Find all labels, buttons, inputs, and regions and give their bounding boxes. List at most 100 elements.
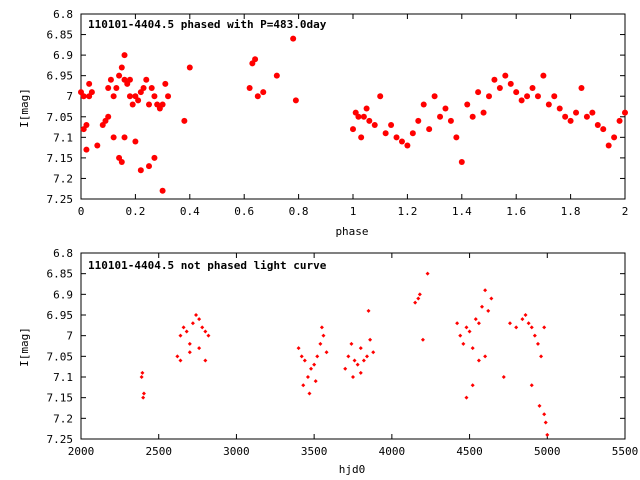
top-data-point	[616, 117, 623, 124]
top-data-point	[600, 126, 607, 133]
top-data-point	[107, 76, 114, 83]
top-x-tick-label: 0.2	[125, 205, 145, 218]
top-x-tick-label: 1.8	[561, 205, 581, 218]
bottom-data-point	[346, 354, 351, 359]
top-x-tick-label: 1.4	[452, 205, 472, 218]
top-data-point	[118, 64, 125, 71]
top-data-point	[545, 101, 552, 108]
top-data-point	[159, 101, 166, 108]
top-data-point	[447, 117, 454, 124]
top-data-point	[382, 130, 389, 137]
top-data-points	[78, 35, 628, 194]
bottom-data-point	[361, 358, 366, 363]
top-data-point	[388, 122, 395, 128]
bottom-data-point	[321, 333, 326, 338]
bottom-data-point	[309, 366, 314, 371]
top-y-tick-label: 6.9	[53, 49, 73, 62]
bottom-data-point	[532, 333, 537, 338]
bottom-data-point	[480, 304, 485, 309]
bottom-data-point	[315, 354, 320, 359]
bottom-data-point	[539, 354, 544, 359]
top-data-point	[366, 117, 373, 124]
bottom-data-point	[364, 354, 369, 359]
top-data-point	[290, 35, 297, 42]
top-data-point	[409, 130, 416, 137]
bottom-data-point	[203, 358, 208, 363]
bottom-data-point	[458, 333, 463, 338]
bottom-x-tick-label: 2500	[145, 445, 172, 458]
bottom-data-point	[486, 308, 491, 313]
bottom-data-point	[514, 325, 519, 330]
bottom-x-tick-label: 4000	[379, 445, 406, 458]
bottom-data-point	[529, 325, 534, 330]
top-data-point	[80, 93, 87, 100]
bottom-data-point	[175, 354, 180, 359]
top-data-point	[126, 76, 133, 83]
top-y-axis-label: I[mag]	[18, 88, 31, 128]
top-y-tick-label: 7.15	[47, 152, 74, 165]
bottom-data-point	[301, 383, 306, 388]
bottom-data-point	[473, 317, 478, 322]
top-data-point	[135, 97, 142, 104]
bottom-y-tick-label: 7.1	[53, 371, 73, 384]
top-data-point	[121, 52, 128, 59]
top-y-tick-label: 6.95	[47, 70, 74, 83]
bottom-data-point	[467, 329, 472, 334]
top-data-point	[556, 105, 563, 112]
bottom-data-point	[425, 271, 430, 276]
bottom-data-point	[464, 325, 469, 330]
top-data-point	[126, 93, 133, 100]
top-data-point	[110, 134, 117, 141]
top-y-tick-label: 7.1	[53, 131, 73, 144]
top-axis-ticks: 0 0.2 0.4 0.6 0.8 1 1.2 1.4 1.6 1.8 2 6.8 6.85 6.9 6.9…	[47, 8, 629, 218]
bottom-data-point	[483, 354, 488, 359]
bottom-data-point	[545, 432, 550, 437]
bottom-plot-title: 110101-4404.5 not phased light curve	[88, 259, 327, 272]
bottom-data-point	[312, 362, 317, 367]
bottom-data-point	[307, 391, 312, 396]
bottom-data-point	[355, 362, 360, 367]
top-y-tick-label: 7	[66, 90, 73, 103]
top-x-axis-label: phase	[335, 225, 368, 238]
bottom-data-point	[523, 313, 528, 317]
bottom-data-point	[313, 379, 318, 384]
top-data-point	[148, 85, 155, 91]
top-data-point	[162, 80, 169, 87]
top-data-point	[292, 97, 299, 104]
top-data-point	[186, 64, 193, 71]
top-data-point	[540, 72, 547, 79]
top-x-tick-label: 1	[350, 205, 357, 218]
top-data-point	[159, 187, 166, 194]
bottom-data-point	[358, 346, 363, 351]
bottom-data-point	[537, 403, 542, 408]
top-data-point	[358, 134, 365, 141]
top-data-point	[491, 76, 498, 83]
top-data-point	[404, 142, 411, 149]
top-data-point	[137, 167, 144, 174]
bottom-y-tick-label: 7.15	[47, 392, 74, 405]
bottom-data-point	[455, 321, 460, 326]
bottom-data-point	[476, 321, 481, 326]
top-data-point	[529, 85, 536, 91]
top-data-point	[622, 109, 628, 116]
bottom-data-point	[413, 300, 418, 305]
bottom-data-point	[296, 346, 301, 351]
top-data-point	[611, 134, 618, 141]
top-data-point	[116, 72, 123, 79]
top-data-point	[415, 117, 422, 124]
top-data-point	[469, 113, 476, 120]
top-data-point	[363, 105, 370, 112]
top-data-point	[486, 93, 492, 100]
bottom-y-tick-label: 6.9	[53, 288, 73, 301]
bottom-data-point	[194, 313, 199, 317]
bottom-data-point	[476, 358, 481, 363]
top-data-point	[151, 93, 158, 100]
bottom-data-point	[206, 333, 211, 338]
phased-light-curve-panel: 110101-4404.5 phased with P=483.0day pha…	[18, 8, 628, 238]
top-data-point	[437, 113, 444, 120]
top-data-point	[273, 72, 280, 79]
bottom-data-point	[351, 375, 355, 379]
top-data-point	[132, 138, 139, 145]
top-x-tick-label: 0.8	[289, 205, 309, 218]
